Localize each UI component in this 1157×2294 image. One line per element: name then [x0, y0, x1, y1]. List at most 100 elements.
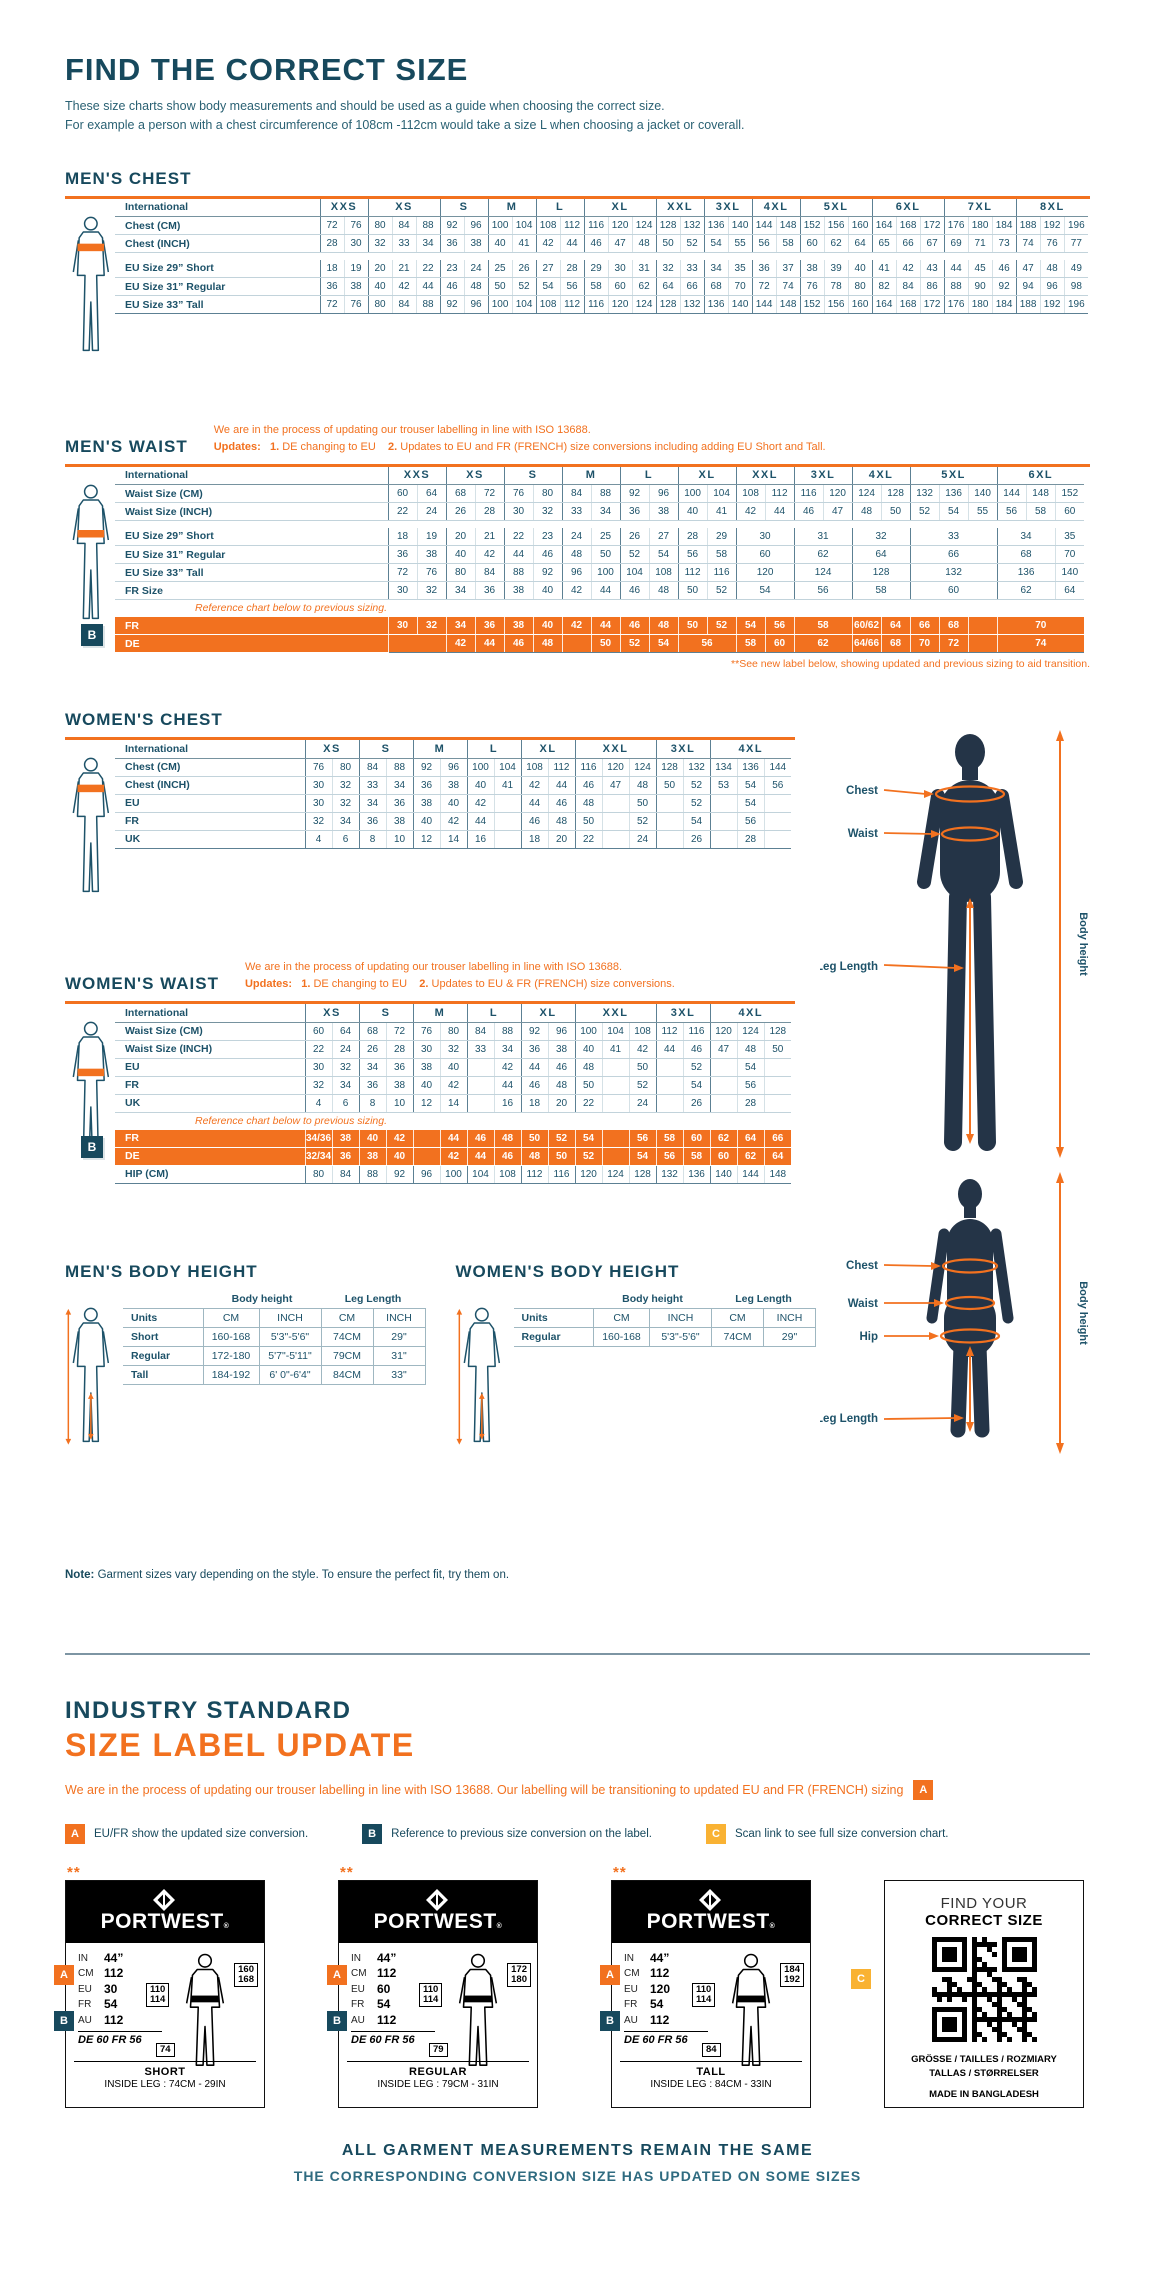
size-cell: 156 — [823, 216, 849, 235]
size-cell — [655, 794, 684, 813]
size-cell: 62 — [709, 1128, 738, 1148]
row-label: FR — [115, 812, 305, 831]
size-cell: 80 — [367, 295, 393, 314]
size-cell: 30 — [387, 616, 417, 636]
size-cell: 50 — [574, 1076, 603, 1095]
size-cell: 48 — [631, 234, 657, 253]
size-cell: 112 — [547, 758, 576, 777]
mens-chest-section: International XXS XS S M L XL XXL 3XL 4XL 5XL 6XL 7X… — [65, 195, 1090, 378]
size-cell: 36 — [385, 794, 413, 813]
size-cell: 42 — [466, 794, 495, 813]
size-cell: 72 — [751, 277, 777, 296]
size-group-header: 7XL — [943, 198, 1017, 217]
size-cell: 74 — [996, 634, 1085, 654]
size-cell: 46 — [547, 1058, 576, 1077]
size-cell: 16 — [466, 830, 495, 849]
size-cell: 192 — [1039, 295, 1065, 314]
size-cell: 40 — [532, 616, 563, 636]
size-cell: 34 — [385, 776, 413, 795]
size-cell: 120 — [607, 295, 633, 314]
size-cell: 60 — [799, 234, 825, 253]
table-row: Waist Size (INCH) 22 24 26 28 30 32 33 34 36 38 40 4… — [115, 1040, 792, 1059]
womens-waist-table-mount: International XS S M L XL XXL 3XL 4XL Waist Size … — [115, 1004, 792, 1184]
womens-chest-section: International XS S M L XL XXL 3XL 4XL Chest (CM) 7… — [65, 737, 795, 919]
size-cell: 36 — [474, 616, 505, 636]
size-cell: 44 — [466, 812, 495, 831]
size-cell: 44 — [520, 794, 549, 813]
table-row: EU Size 33” Tall 72 76 80 84 88 92 96 100 104 108 1… — [115, 563, 1085, 583]
size-cell: 152 — [1054, 484, 1085, 504]
size-group-header: L — [466, 1004, 522, 1023]
size-cell: 47 — [822, 502, 853, 522]
label-figure: 110 114 160 168 74 — [146, 1951, 258, 2066]
size-cell: 88 — [385, 758, 413, 777]
size-cell: 66 — [679, 277, 705, 296]
table-row: HIP (CM) 80 84 88 92 96 100 104 108 112 116 120 124 1… — [115, 1165, 792, 1184]
size-cell: 96 — [648, 484, 679, 504]
fit-name: TALL — [696, 2065, 726, 2078]
size-cell: 84 — [474, 563, 505, 583]
size-cell: 42 — [385, 1128, 413, 1148]
size-group-header: 4XL — [851, 466, 911, 486]
size-cell: 164 — [871, 216, 897, 235]
size-cell: 128 — [851, 563, 911, 583]
size-cell: 104 — [511, 295, 537, 314]
size-cell: 34 — [331, 812, 359, 831]
size-cell: 24 — [628, 830, 657, 849]
height-cell: CM — [593, 1308, 650, 1329]
mens-body-height-table: Body height Leg Length Units CM INCH CM INCH Sh… — [123, 1289, 426, 1386]
row-label: EU Size 29” Short — [115, 259, 320, 278]
size-cell: 37 — [775, 259, 801, 278]
row-label: Chest (INCH) — [115, 234, 320, 253]
size-cell: 184 — [991, 216, 1017, 235]
table-header-row: International XS S M L XL XXL 3XL 4XL — [115, 1004, 792, 1023]
qr-card: FIND YOUR CORRECT SIZE GRÖSSE / TAILLES … — [851, 1879, 1084, 2108]
size-row: EU 120 — [624, 1981, 671, 1996]
height-cell: 160-168 — [593, 1327, 650, 1348]
size-cell: 48 — [547, 812, 576, 831]
size-cell: 29 — [706, 527, 737, 547]
size-cell: 30 — [387, 581, 417, 601]
size-cell: 88 — [503, 563, 534, 583]
size-cell: 35 — [1054, 527, 1085, 547]
size-cell: 42 — [493, 1058, 522, 1077]
size-cell: 71 — [967, 234, 993, 253]
height-cell: 172-180 — [202, 1346, 260, 1367]
size-cell: 34 — [358, 794, 386, 813]
size-cell — [709, 830, 738, 849]
size-cell: 48 — [648, 581, 679, 601]
row-label: Chest (CM) — [115, 216, 320, 235]
size-cell — [412, 1128, 440, 1148]
size-cell: 38 — [412, 794, 440, 813]
size-cell: 18 — [387, 527, 417, 547]
size-cell: 132 — [909, 484, 940, 504]
size-cell: 80 — [445, 563, 476, 583]
size-cell: 36 — [751, 259, 777, 278]
size-cell: 18 — [520, 1094, 549, 1113]
size-cell: 40 — [412, 1076, 440, 1095]
size-cell: 128 — [655, 295, 681, 314]
size-cell: 124 — [851, 484, 882, 504]
size-cell: 38 — [385, 812, 413, 831]
size-cell: 76 — [1039, 234, 1065, 253]
size-cell: 58 — [775, 234, 801, 253]
size-cell: 92 — [619, 484, 650, 504]
size-cell: 84 — [561, 484, 592, 504]
size-cell: 33 — [358, 776, 386, 795]
size-cell — [709, 812, 738, 831]
leg-length-label: Leg Length — [820, 961, 878, 973]
size-cell: 112 — [520, 1165, 549, 1184]
size-group-header: S — [503, 466, 563, 486]
size-group-header: L — [619, 466, 679, 486]
label-figure-icon — [458, 1953, 498, 2066]
size-group-header: XS — [445, 466, 505, 486]
body-height-label: Body height — [1077, 912, 1089, 976]
mens-chest-table-mount: International XXS XS S M L XL XXL 3XL 4XL 5XL 6XL 7X… — [115, 198, 1089, 378]
page-title: FIND THE CORRECT SIZE — [65, 52, 469, 87]
size-cell: 58 — [655, 1128, 684, 1148]
size-cell: 68 — [703, 277, 729, 296]
size-cell: 54 — [648, 545, 679, 565]
size-cell: 38 — [416, 545, 447, 565]
size-row: CM 112 — [624, 1966, 670, 1981]
height-cell: Regular — [123, 1346, 204, 1367]
